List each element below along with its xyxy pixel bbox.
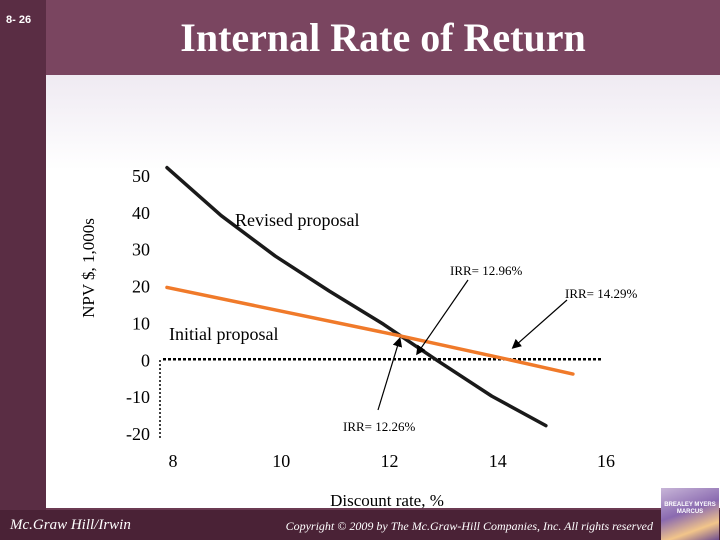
- annotation-label: IRR= 12.26%: [343, 419, 416, 434]
- chart-axes: 50 40 30 20 10 0 -10 -20 8 10 12 14 16 NPV $, 1,000s D…: [79, 166, 615, 510]
- series-label-revised: Revised proposal: [235, 210, 359, 230]
- y-tick-label: -10: [126, 387, 150, 407]
- x-tick-label: 12: [381, 451, 399, 471]
- x-tick-label: 14: [489, 451, 507, 471]
- y-tick-label: 0: [141, 350, 150, 370]
- footer-copyright: Copyright © 2009 by The Mc.Graw-Hill Com…: [285, 519, 653, 533]
- series-line-revised: [165, 165, 548, 428]
- x-axis-label: Discount rate, %: [330, 491, 444, 510]
- title-bar: [46, 0, 720, 75]
- x-tick-label: 10: [272, 451, 290, 471]
- publisher-logo: BREALEY MYERS MARCUS: [661, 488, 719, 540]
- content-area: [46, 75, 720, 508]
- chart-labels: Revised proposal Initial proposal IRR= 12.…: [169, 210, 638, 434]
- y-tick-label: 30: [132, 240, 150, 260]
- left-band: [0, 0, 46, 510]
- annotation-arrow: [511, 299, 568, 349]
- footer-bar: [0, 510, 720, 540]
- page-title: Internal Rate of Return: [180, 15, 586, 60]
- series-label-initial: Initial proposal: [169, 324, 278, 344]
- series-line-initial: [165, 285, 575, 376]
- annotation-label: IRR= 12.96%: [450, 263, 523, 278]
- logo-text: BREALEY MYERS MARCUS: [664, 502, 716, 515]
- slide-number: 8- 26: [6, 14, 32, 26]
- y-tick-label: 40: [132, 203, 150, 223]
- footer-publisher: Mc.Graw Hill/Irwin: [10, 517, 131, 533]
- y-tick-label: 20: [132, 277, 150, 297]
- y-tick-label: -20: [126, 424, 150, 444]
- chart-lines: [165, 165, 575, 428]
- annotation-arrow: [377, 337, 403, 411]
- annotation-label: IRR= 14.29%: [565, 286, 638, 301]
- y-tick-label: 50: [132, 166, 150, 186]
- x-tick-label: 16: [597, 451, 615, 471]
- y-tick-label: 10: [132, 313, 150, 333]
- x-tick-label: 8: [169, 451, 178, 471]
- y-axis-label: NPV $, 1,000s: [79, 218, 98, 318]
- annotation-arrow: [416, 279, 469, 356]
